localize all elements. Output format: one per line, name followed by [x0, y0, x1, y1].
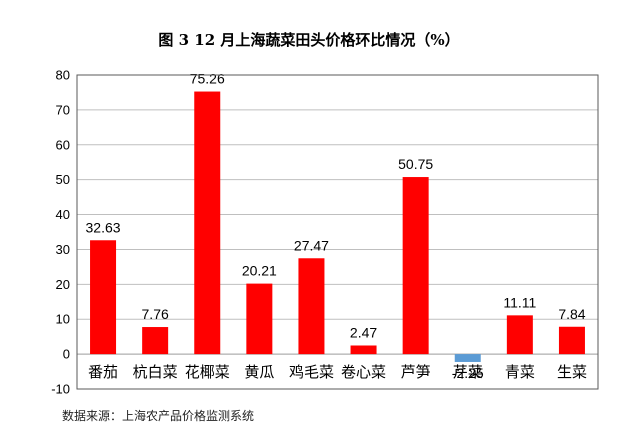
- y-tick-label: 70: [56, 102, 70, 117]
- data-label: 50.75: [398, 156, 433, 172]
- source-note: 数据来源：上海农产品价格监测系统: [62, 409, 255, 423]
- data-label: 20.21: [242, 263, 277, 279]
- y-tick-label: 50: [56, 172, 70, 187]
- x-tick-label: 番茄: [88, 363, 118, 381]
- y-tick-label: 60: [56, 137, 70, 152]
- plot-frame: [76, 74, 599, 390]
- bar: [90, 240, 117, 355]
- bar: [142, 327, 169, 355]
- x-tick-label: 生菜: [557, 363, 587, 381]
- bar: [506, 315, 533, 355]
- chart-title: 图 3 12 月上海蔬菜田头价格环比情况（%）: [158, 31, 460, 49]
- bar: [558, 326, 585, 355]
- bar-chart: -10 0 10 20 30 40 50 60 70 80 32.63 7.76 75.26 20.21…: [51, 68, 599, 397]
- x-axis-labels: 番茄 杭白菜 花椰菜 黄瓜 鸡毛菜 卷心菜 芦笋 芹菜 青菜 生菜: [88, 363, 587, 381]
- data-label: 7.84: [558, 306, 585, 322]
- y-tick-label: 0: [63, 347, 70, 362]
- data-label: 7.76: [142, 306, 169, 322]
- bar: [402, 177, 429, 355]
- x-tick-label: 芦笋: [401, 363, 431, 381]
- x-tick-label: 青菜: [505, 363, 535, 381]
- y-tick-label: 20: [56, 277, 70, 292]
- y-axis-ticks: -10 0 10 20 30 40 50 60 70 80: [51, 68, 70, 397]
- data-label: 11.11: [503, 294, 536, 310]
- y-tick-label: 30: [56, 242, 70, 257]
- data-label: 27.47: [294, 237, 329, 253]
- y-tick-label: 10: [56, 312, 70, 327]
- x-tick-label: 芹菜: [453, 363, 483, 381]
- x-tick-label: 杭白菜: [133, 363, 178, 381]
- data-label: -2.25: [452, 365, 484, 381]
- bar: [194, 91, 221, 355]
- x-tick-label: 花椰菜: [185, 363, 230, 381]
- bar: [350, 345, 377, 355]
- data-label: 2.47: [350, 324, 377, 340]
- y-tick-label: -10: [51, 382, 70, 397]
- x-tick-label: 鸡毛菜: [289, 363, 334, 381]
- data-label: 75.26: [190, 71, 225, 87]
- data-label: 32.63: [86, 219, 121, 235]
- x-tick-label: 黄瓜: [244, 363, 274, 381]
- y-tick-label: 80: [56, 68, 70, 83]
- bars: [90, 91, 585, 362]
- x-tick-label: 卷心菜: [341, 363, 386, 381]
- bar: [246, 283, 273, 355]
- y-tick-label: 40: [56, 207, 70, 222]
- bar: [454, 354, 481, 362]
- bar: [298, 258, 325, 355]
